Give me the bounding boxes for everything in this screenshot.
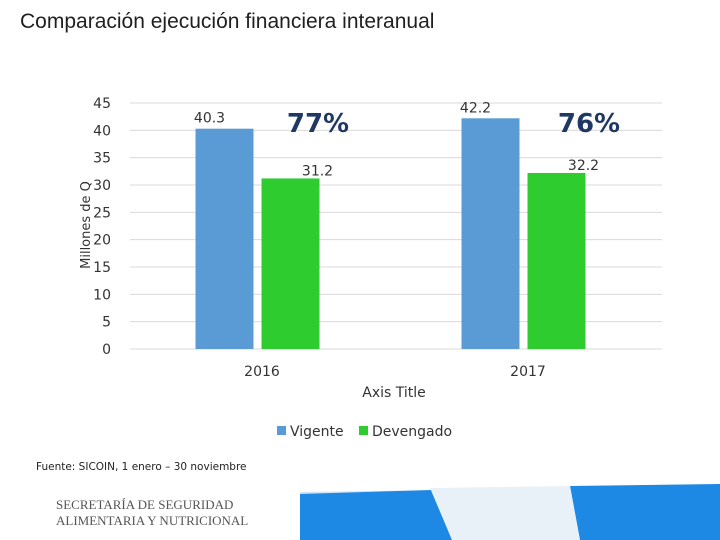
footer-band-light: [300, 486, 720, 540]
y-tick-label: 10: [93, 287, 111, 303]
footer-band-blue-left: [300, 490, 452, 540]
y-tick-label: 40: [93, 123, 111, 139]
legend: Vigente Devengado: [277, 424, 452, 440]
y-axis-label: Millones de Q: [79, 181, 94, 269]
slide-title: Comparación ejecución financiera interan…: [20, 10, 435, 33]
organization-name-line1: SECRETARÍA DE SEGURIDAD: [56, 497, 234, 512]
legend-swatch-devengado: [359, 426, 368, 435]
y-tick-label: 5: [102, 315, 111, 331]
y-tick-label: 35: [93, 151, 111, 167]
percent-annotation-2016: 77%: [287, 109, 349, 139]
footer-band-white-wave: [430, 486, 580, 540]
data-label-devengado-2017: 32.2: [568, 158, 599, 174]
data-label-devengado-2016: 31.2: [302, 163, 333, 179]
x-tick-label-2017: 2017: [510, 364, 546, 380]
x-tick-label-2016: 2016: [244, 364, 280, 380]
organization-name-line2: ALIMENTARIA Y NUTRICIONAL: [56, 513, 249, 528]
y-tick-label: 0: [102, 342, 111, 358]
legend-swatch-vigente: [277, 426, 286, 435]
x-axis-label: Axis Title: [362, 385, 426, 401]
x-axis-ticks: 2016 2017: [244, 364, 546, 380]
legend-label-vigente: Vigente: [290, 424, 344, 440]
y-tick-label: 30: [93, 178, 111, 194]
source-note: Fuente: SICOIN, 1 enero – 30 noviembre: [36, 461, 247, 473]
bars: [195, 118, 586, 349]
footer-band-blue-right: [570, 484, 720, 540]
data-label-vigente-2017: 42.2: [460, 100, 491, 116]
y-tick-label: 20: [93, 233, 111, 249]
percent-annotation-2017: 76%: [558, 109, 620, 139]
bar-devengado-2017: [527, 172, 586, 349]
y-tick-label: 25: [93, 205, 111, 221]
bar-vigente-2017: [461, 118, 520, 349]
data-label-vigente-2016: 40.3: [194, 111, 225, 127]
bar-vigente-2016: [195, 128, 254, 349]
bar-devengado-2016: [261, 178, 320, 349]
y-tick-label: 45: [93, 96, 111, 112]
bar-chart: 0 5 10 15 20 25 30 35 40 45 40.3 31.2 42.2 32.2 2016…: [79, 96, 662, 440]
organization-name: SECRETARÍA DE SEGURIDAD ALIMENTARIA Y NU…: [56, 497, 248, 529]
bar-data-labels: 40.3 31.2 42.2 32.2: [194, 100, 599, 179]
y-axis-ticks: 0 5 10 15 20 25 30 35 40 45: [93, 96, 111, 358]
y-tick-label: 15: [93, 260, 111, 276]
percent-annotations: 77% 76%: [287, 109, 620, 139]
legend-label-devengado: Devengado: [372, 424, 452, 440]
